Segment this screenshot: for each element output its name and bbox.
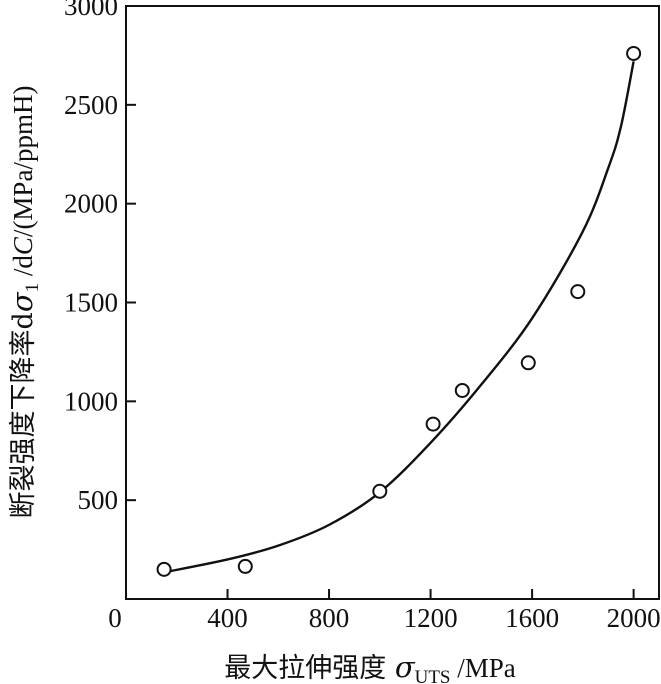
y-tick-label: 3000 — [64, 0, 118, 21]
data-points — [156, 45, 642, 577]
x-tick-label: 800 — [309, 603, 350, 633]
data-point — [454, 382, 470, 398]
x-tick-label: 1200 — [404, 603, 458, 633]
y-tick-label: 2000 — [64, 189, 118, 219]
data-point — [156, 561, 172, 577]
plot-frame — [125, 5, 660, 600]
y-axis-title: 断裂强度下降率dσ1 /dC/(MPa/ppmH) — [5, 86, 43, 519]
data-point — [626, 45, 642, 61]
y-tick-labels: 500 1000 1500 2000 2500 3000 — [64, 0, 118, 515]
x-tick-label: 1600 — [505, 603, 559, 633]
x-axis-title: 最大拉伸强度 σUTS /MPa — [224, 650, 516, 684]
data-point — [520, 355, 536, 371]
data-point — [570, 284, 586, 300]
x-tick-labels: 0 400 800 1200 1600 2000 — [108, 603, 660, 633]
data-point — [425, 416, 441, 432]
y-tick-label: 1500 — [64, 288, 118, 318]
data-point — [372, 483, 388, 499]
x-tick-label: 0 — [108, 603, 122, 633]
data-point — [237, 558, 253, 574]
fit-curve — [163, 61, 635, 574]
x-tick-label: 2000 — [607, 603, 661, 633]
axis-ticks — [126, 103, 635, 599]
y-tick-label: 500 — [78, 485, 119, 515]
y-tick-label: 2500 — [64, 90, 118, 120]
x-tick-label: 400 — [207, 603, 248, 633]
y-tick-label: 1000 — [64, 386, 118, 416]
